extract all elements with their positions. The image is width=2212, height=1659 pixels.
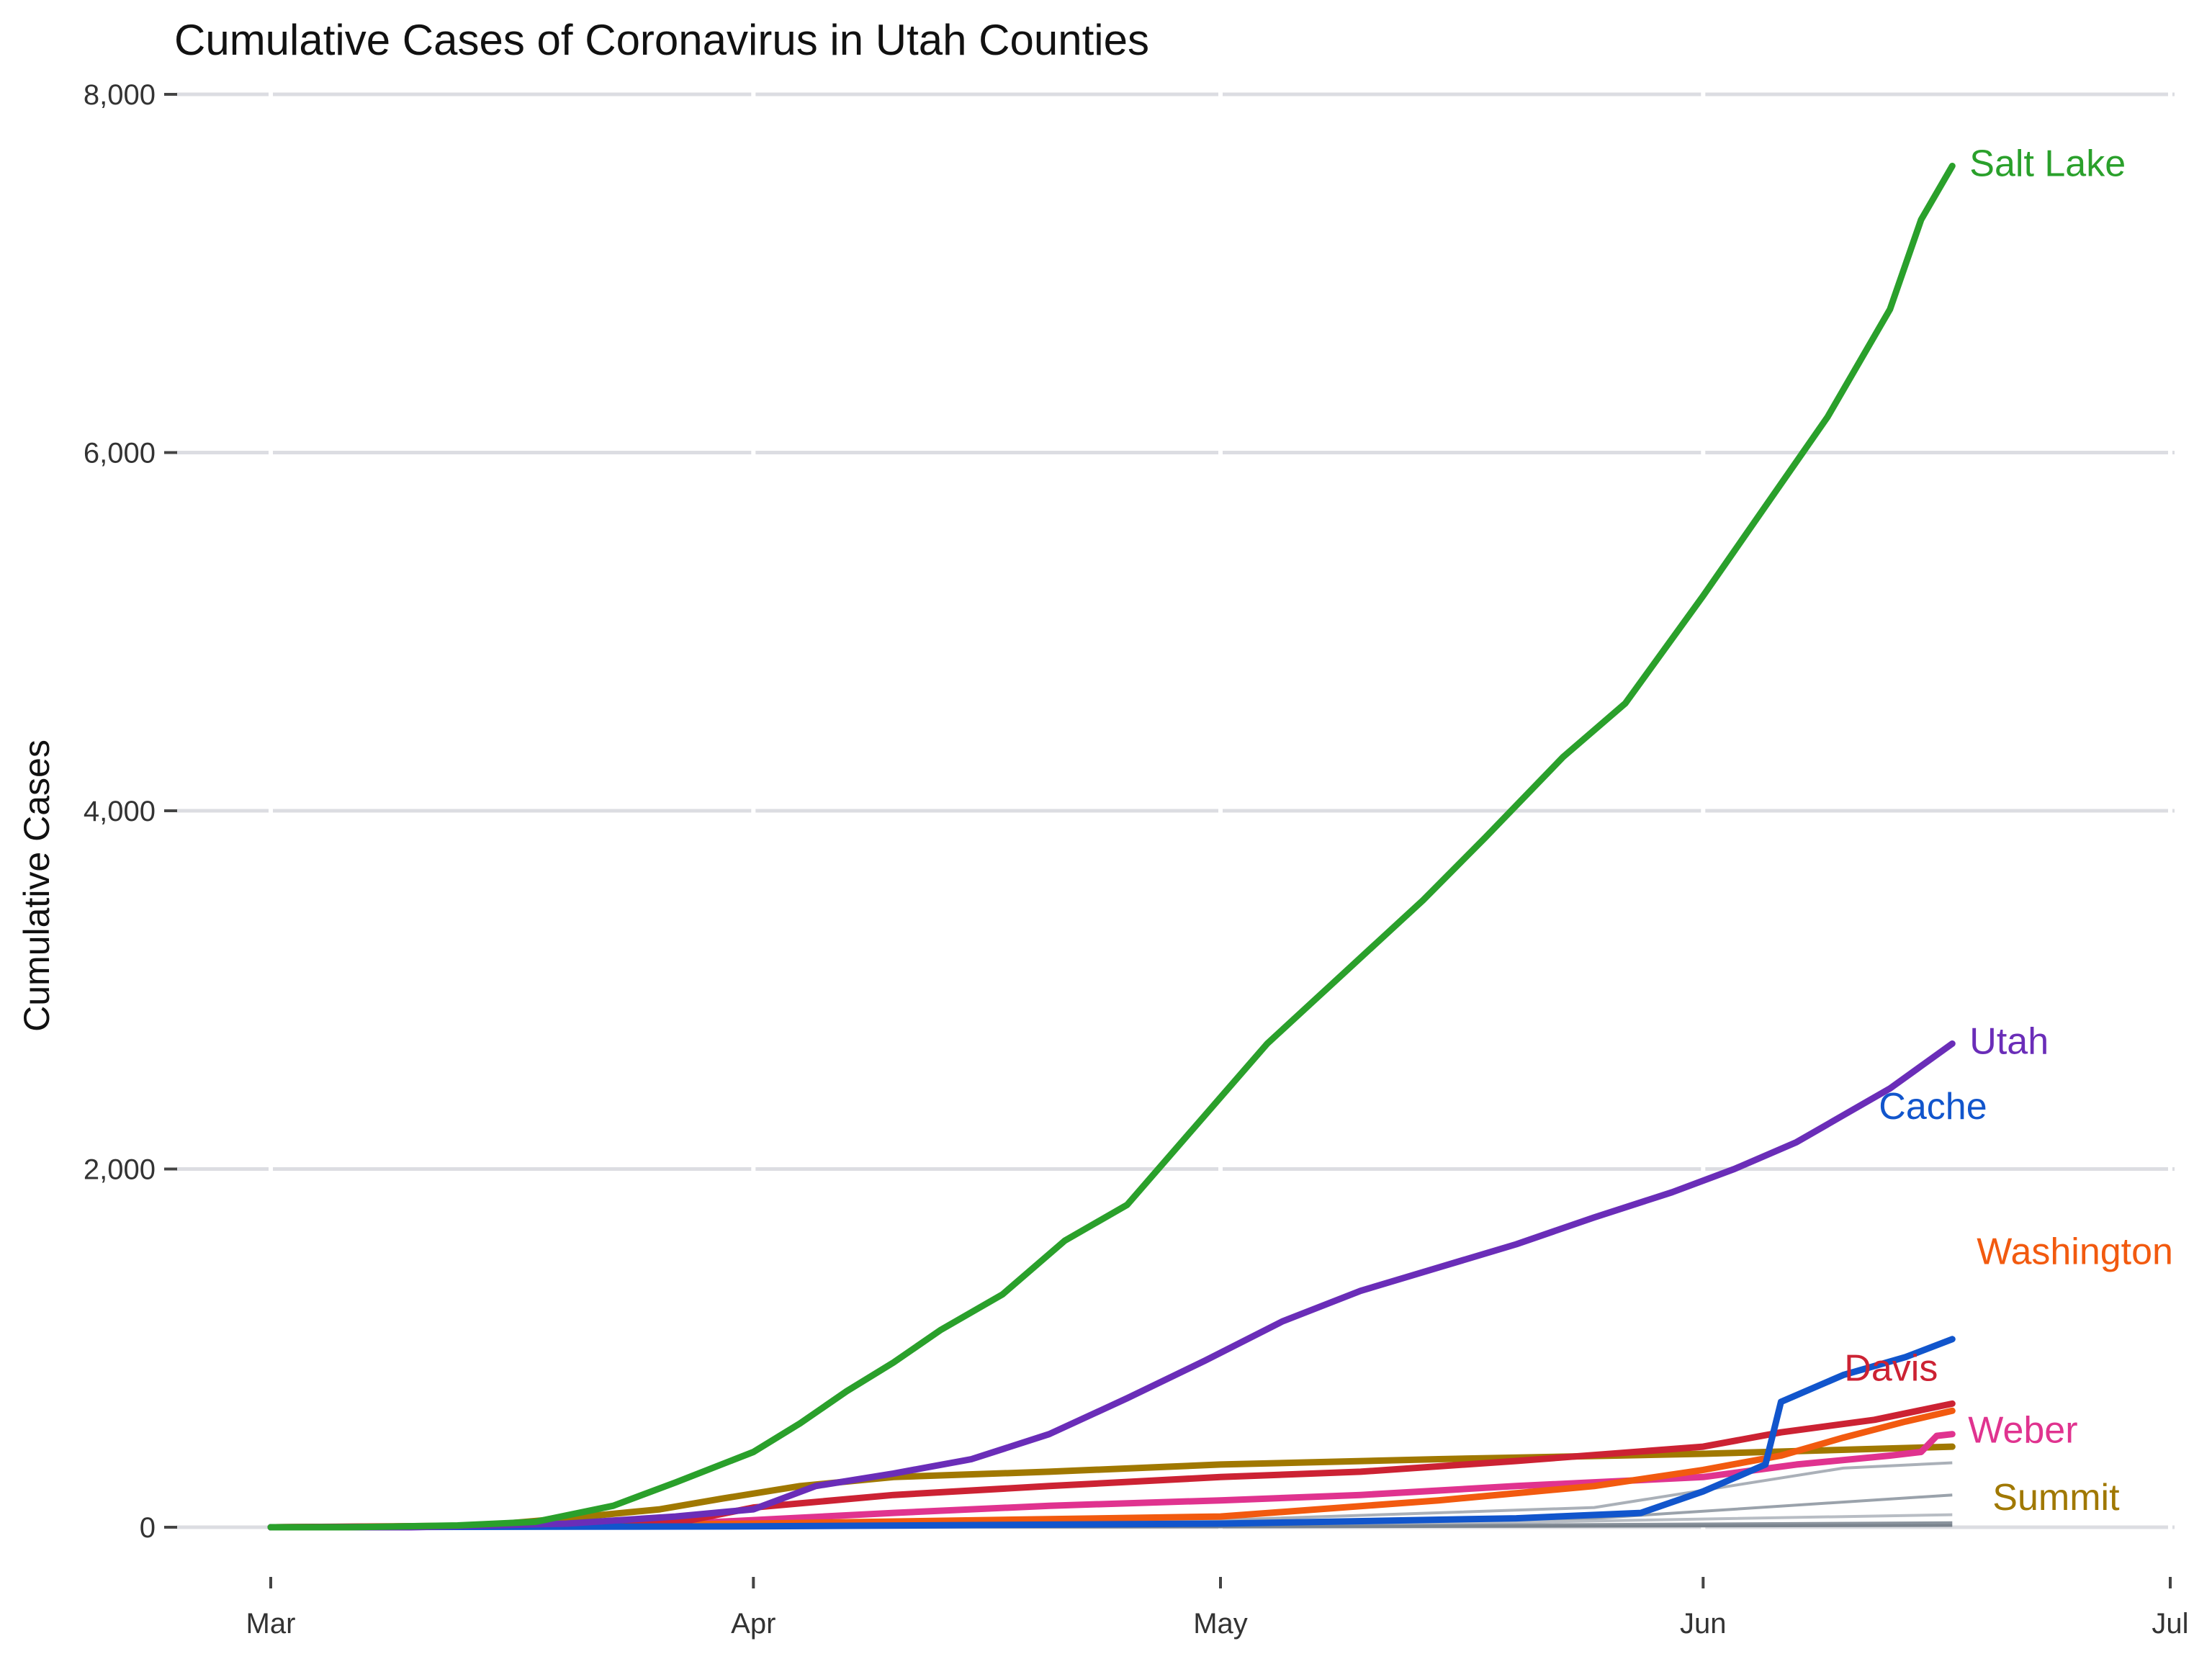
series-line-cache	[267, 1336, 1956, 1531]
x-tick-label: Mar	[246, 1608, 296, 1640]
series-label-washington: Washington	[1977, 1231, 2173, 1272]
series-label-utah: Utah	[1969, 1020, 2049, 1062]
series-line-utah	[267, 1040, 1956, 1531]
y-tick-label: 2,000	[84, 1154, 156, 1186]
y-axis-label: Cumulative Cases	[17, 739, 57, 1032]
series-line-salt-lake	[267, 163, 1956, 1531]
y-tick-label: 6,000	[84, 438, 156, 469]
x-tick-label: Jun	[1680, 1608, 1727, 1640]
series-label-weber: Weber	[1968, 1410, 2077, 1452]
axes: 0 2,000 4,000 6,000 8,000 Mar Apr May Jun Jul	[84, 79, 2189, 1640]
series-label-davis: Davis	[1844, 1347, 1938, 1389]
y-tick-label: 0	[140, 1512, 156, 1544]
series-line-davis	[267, 1400, 1956, 1531]
series-label-cache: Cache	[1879, 1086, 1987, 1128]
y-tick-label: 8,000	[84, 79, 156, 111]
series-label-salt-lake: Salt Lake	[1969, 143, 2126, 185]
series-lines	[267, 163, 1956, 1531]
series-line-washington	[267, 1407, 1956, 1531]
series-labels: Salt Lake Utah Cache Washington Davis Weber Su…	[1844, 143, 2173, 1519]
chart-title: Cumulative Cases of Coronavirus in Utah …	[174, 16, 1149, 64]
y-tick-label: 4,000	[84, 796, 156, 827]
series-label-summit: Summit	[1992, 1477, 2120, 1519]
grid-lines	[176, 79, 2175, 1541]
x-tick-label: Jul	[2152, 1608, 2188, 1640]
x-tick-label: Apr	[731, 1608, 775, 1640]
x-tick-label: May	[1193, 1608, 1248, 1640]
series-line-weber	[267, 1431, 1956, 1531]
